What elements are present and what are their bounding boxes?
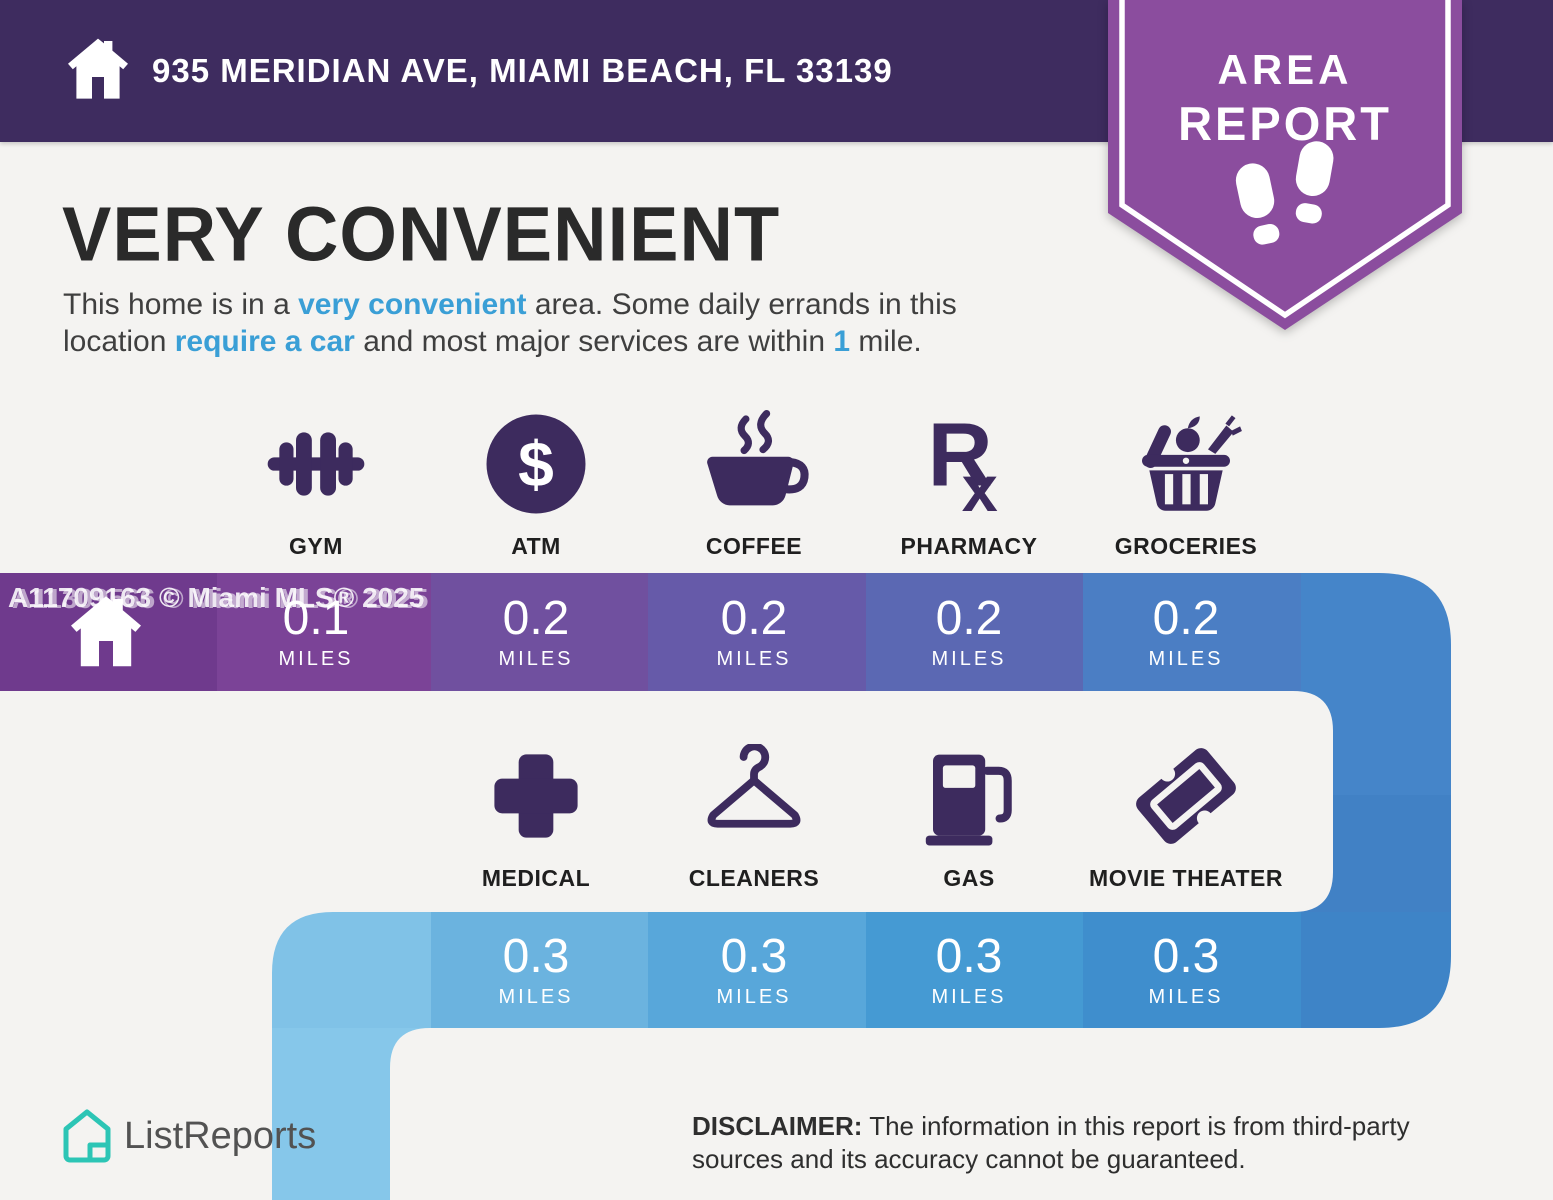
movie-ticket-icon — [1076, 740, 1296, 852]
distance-unit: MILES — [1148, 647, 1224, 670]
gas-pump-icon — [859, 740, 1079, 852]
area-report-badge — [1108, 0, 1462, 330]
badge-title: AREA REPORT — [1100, 0, 1470, 151]
amenity-label: CLEANERS — [688, 865, 820, 891]
distance-cell: 0.3 MILES — [860, 914, 1078, 1026]
brand-name: ListReports — [124, 1114, 317, 1157]
description-highlight: 1 — [833, 325, 851, 358]
disclaimer: DISCLAIMER: The information in this repo… — [692, 1110, 1492, 1176]
distance-unit: MILES — [278, 647, 354, 670]
distance-unit: MILES — [931, 647, 1007, 670]
distance-cell: 0.2 MILES — [1077, 575, 1295, 689]
svg-text:x: x — [962, 452, 998, 518]
description-text: location — [63, 325, 175, 358]
distance-cell: 0.2 MILES — [645, 575, 863, 689]
svg-text:$: $ — [518, 428, 554, 500]
amenity-label: COFFEE — [705, 533, 803, 559]
distance-cell: 0.3 MILES — [427, 914, 645, 1026]
grocery-basket-icon — [1076, 408, 1296, 520]
distance-value: 0.3 — [1152, 929, 1220, 983]
svg-text:R: R — [928, 410, 993, 506]
distance-cell: 0.2 MILES — [860, 575, 1078, 689]
mls-watermark-layer2: A11309566 © Miami MLS® 2025 — [12, 583, 429, 614]
description-highlight: require a car — [174, 325, 355, 358]
listreports-house-icon — [63, 1109, 111, 1163]
distance-unit: MILES — [498, 647, 574, 670]
distance-value: 0.2 — [935, 591, 1003, 645]
page-title: VERY CONVENIENT — [62, 191, 781, 278]
distance-cell: 0.1 MILES — [207, 575, 425, 689]
distance-value: 0.3 — [720, 929, 788, 983]
hanger-icon — [644, 740, 864, 852]
page-description: This home is in a very convenient area. … — [63, 286, 1123, 360]
home-icon — [68, 38, 128, 99]
badge-line2: REPORT — [1178, 97, 1392, 150]
description-text: This home is in a — [63, 288, 299, 321]
amenity-label: PHARMACY — [900, 533, 1038, 559]
mls-watermark-layer1: A11709163 © Miami MLS® 2025 — [8, 582, 425, 613]
amenity-label: GAS — [943, 865, 995, 891]
distance-unit: MILES — [1148, 985, 1224, 1008]
amenity-label: MOVIE THEATER — [1089, 865, 1283, 891]
home-icon — [71, 596, 141, 667]
medical-cross-icon — [426, 740, 646, 852]
distance-value: 0.2 — [502, 591, 570, 645]
footprints-icon — [1235, 141, 1334, 245]
distance-cell: 0.3 MILES — [1077, 914, 1295, 1026]
dumbbell-icon — [206, 408, 426, 520]
dollar-circle-icon: $ — [426, 408, 646, 520]
distance-value: 0.3 — [935, 929, 1003, 983]
description-highlight: very convenient — [298, 288, 527, 321]
mls-watermark: A11709163 © Miami MLS® 2025 A11309566 © … — [8, 582, 428, 614]
amenity-label: ATM — [511, 533, 561, 559]
description-text: mile. — [850, 325, 922, 358]
distance-cell: 0.3 MILES — [645, 914, 863, 1026]
amenity-label: GROCERIES — [1114, 533, 1258, 559]
distance-value: 0.2 — [1152, 591, 1220, 645]
distance-unit: MILES — [498, 985, 574, 1008]
amenity-label: GYM — [289, 533, 343, 559]
description-text: area. Some daily errands in this — [526, 288, 957, 321]
property-address: 935 MERIDIAN AVE, MIAMI BEACH, FL 33139 — [152, 52, 893, 89]
disclaimer-text: The information in this report is from t… — [692, 1111, 1410, 1174]
listreports-logo: ListReports — [62, 1108, 316, 1164]
distance-value: 0.2 — [720, 591, 788, 645]
rx-icon: R x — [859, 408, 1079, 520]
distance-cell: 0.2 MILES — [427, 575, 645, 689]
distance-unit: MILES — [716, 985, 792, 1008]
distance-value: 0.3 — [502, 929, 570, 983]
amenity-label: MEDICAL — [481, 865, 591, 891]
badge-line1: AREA — [1217, 46, 1353, 93]
distance-unit: MILES — [716, 647, 792, 670]
description-text: and most major services are within — [354, 325, 834, 358]
distance-value: 0.1 — [282, 591, 350, 645]
distance-unit: MILES — [931, 985, 1007, 1008]
coffee-cup-icon — [644, 408, 864, 520]
disclaimer-label: DISCLAIMER: — [692, 1111, 863, 1141]
